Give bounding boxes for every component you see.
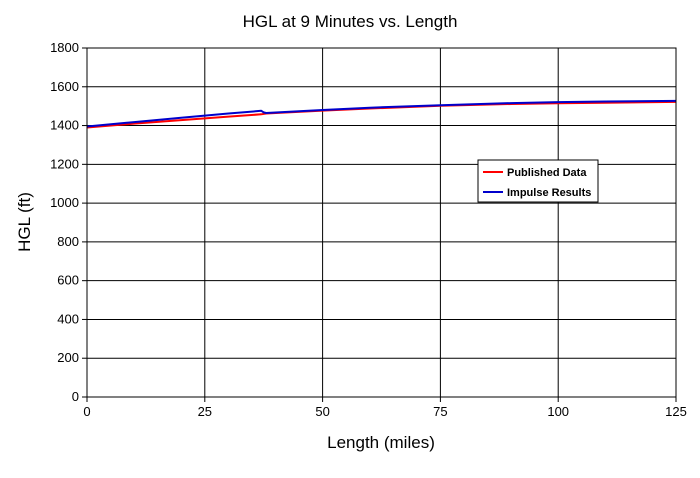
x-tick-label: 50 xyxy=(315,404,329,419)
x-tick-label: 100 xyxy=(547,404,569,419)
x-tick-label: 25 xyxy=(198,404,212,419)
y-tick-label: 800 xyxy=(57,234,79,249)
x-axis-title: Length (miles) xyxy=(327,433,435,452)
grid-layer xyxy=(87,48,676,397)
tick-layer: 0 200 400 600 800 1000 1200 1400 1600 1800 0 25 50 75… xyxy=(50,40,687,419)
y-tick-label: 1000 xyxy=(50,195,79,210)
y-tick-label: 0 xyxy=(72,389,79,404)
y-tick-label: 200 xyxy=(57,350,79,365)
series-line-published-data xyxy=(86,100,677,129)
plot-frame xyxy=(86,47,677,398)
series-line-impulse-results xyxy=(86,99,677,128)
y-tick-label: 1200 xyxy=(50,156,79,171)
y-tick-label: 400 xyxy=(57,311,79,326)
x-tick-label: 75 xyxy=(433,404,447,419)
x-tick-label: 125 xyxy=(665,404,687,419)
y-tick-label: 1600 xyxy=(50,79,79,94)
legend-box xyxy=(477,159,599,203)
chart-title: HGL at 9 Minutes vs. Length xyxy=(243,12,458,31)
legend: Published Data Impulse Results xyxy=(477,159,599,203)
x-tick-label: 0 xyxy=(83,404,90,419)
y-axis-title: HGL (ft) xyxy=(15,192,34,252)
y-tick-label: 1400 xyxy=(50,118,79,133)
legend-label-published: Published Data xyxy=(507,167,587,179)
legend-label-impulse: Impulse Results xyxy=(507,187,591,199)
series-layer xyxy=(86,99,677,129)
y-tick-label: 1800 xyxy=(50,40,79,55)
y-tick-label: 600 xyxy=(57,273,79,288)
